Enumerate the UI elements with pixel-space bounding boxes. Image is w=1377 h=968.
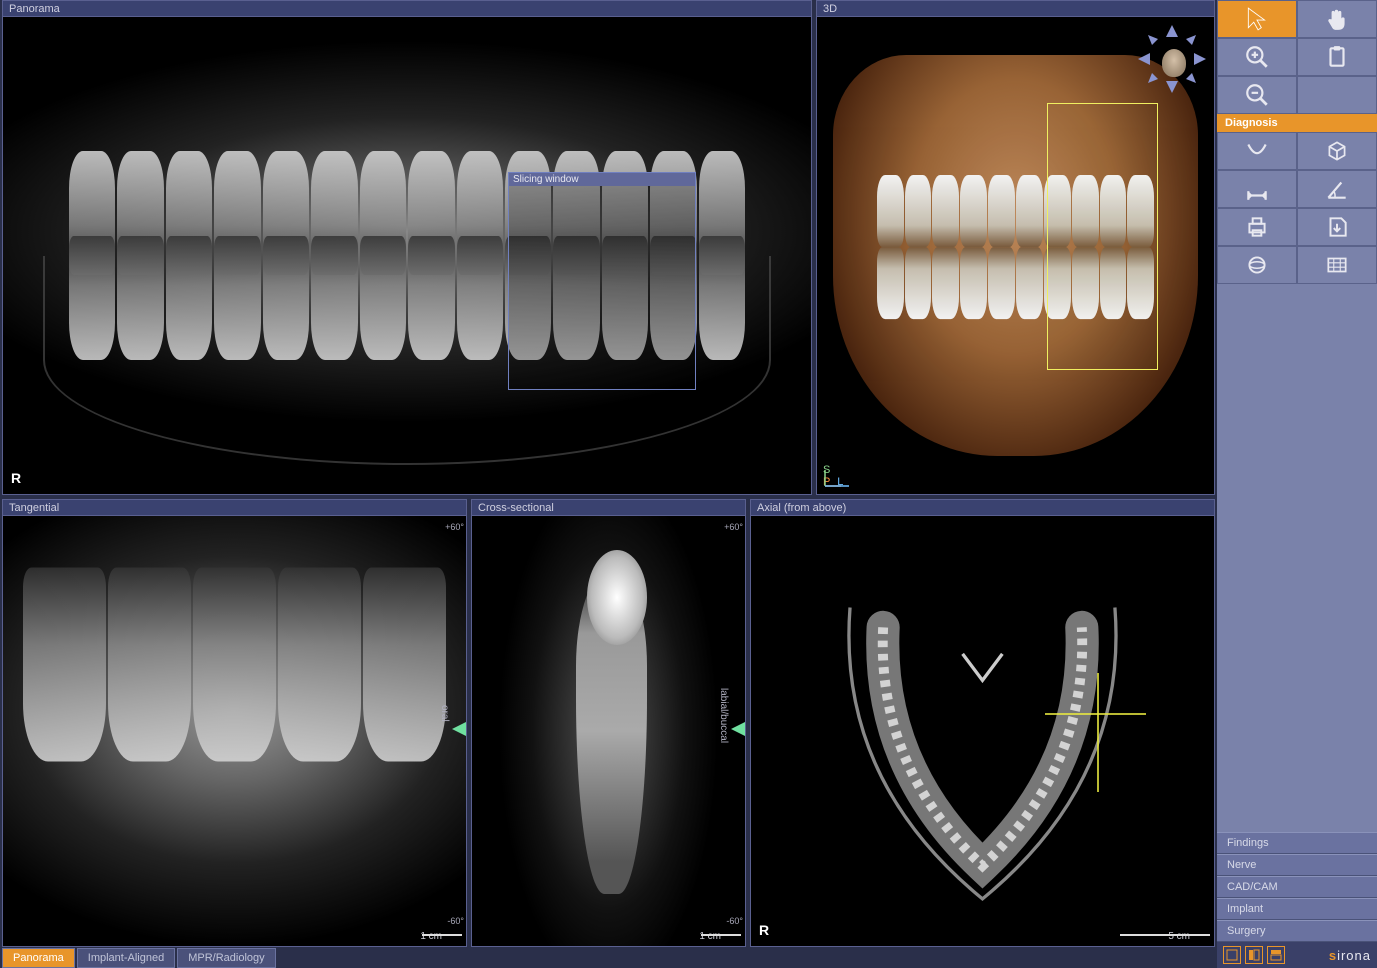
orientation-label-r: R	[11, 470, 21, 486]
cross-tooth	[587, 550, 647, 645]
blank-tool[interactable]	[1297, 76, 1377, 114]
layout-icon	[1270, 949, 1282, 961]
axis-arrows-icon	[821, 468, 851, 490]
cross-header: Cross-sectional	[472, 500, 745, 516]
grid-icon	[1324, 252, 1350, 278]
print-tool[interactable]	[1217, 208, 1297, 246]
orientation-gizmo[interactable]	[1136, 23, 1208, 95]
axial-viewport[interactable]: R 5 cm	[751, 516, 1214, 946]
brand-icon-1[interactable]	[1223, 946, 1241, 964]
panorama-header: Panorama	[3, 1, 811, 17]
tangential-deg-top: +60°	[445, 522, 464, 532]
angle-tool[interactable]	[1297, 170, 1377, 208]
workspace-tabs: Panorama Implant-Aligned MPR/Radiology	[0, 947, 1217, 968]
axial-scale: 5 cm	[1168, 931, 1190, 942]
mode-implant[interactable]: Implant	[1217, 898, 1377, 920]
mode-findings[interactable]: Findings	[1217, 832, 1377, 854]
brand-icon-2[interactable]	[1245, 946, 1263, 964]
3d-viewport[interactable]: S P L	[817, 17, 1214, 494]
pointer-icon	[1244, 6, 1270, 32]
layout-icon	[1248, 949, 1260, 961]
tangential-header: Tangential	[3, 500, 466, 516]
jaw-horseshoe-icon	[788, 581, 1177, 912]
slice-handle-icon[interactable]	[731, 722, 745, 736]
zoom-in-tool[interactable]	[1217, 38, 1297, 76]
tangential-panel: Tangential oral +60° -60° 1 cm	[2, 499, 467, 947]
volume-tool[interactable]	[1217, 246, 1297, 284]
export-icon	[1324, 214, 1350, 240]
box-tool[interactable]	[1297, 132, 1377, 170]
cross-side-label: labial/buccal	[718, 688, 729, 743]
tab-implant-aligned[interactable]: Implant-Aligned	[77, 948, 175, 968]
clipboard-icon	[1324, 44, 1350, 70]
angle-icon	[1324, 176, 1350, 202]
distance-tool[interactable]	[1217, 170, 1297, 208]
mode-nerve[interactable]: Nerve	[1217, 854, 1377, 876]
cross-deg-top: +60°	[724, 522, 743, 532]
box-icon	[1324, 138, 1350, 164]
brand-logo: sirona	[1329, 948, 1371, 963]
panorama-panel: Panorama Slicing window R	[2, 0, 812, 495]
curve-tool[interactable]	[1217, 132, 1297, 170]
cross-deg-bottom: -60°	[726, 916, 743, 926]
volume-icon	[1244, 252, 1270, 278]
3d-header: 3D	[817, 1, 1214, 17]
brand-icon-3[interactable]	[1267, 946, 1285, 964]
layout-icon	[1226, 949, 1238, 961]
cross-scalebar	[701, 934, 741, 936]
slicing-window[interactable]: Slicing window	[508, 172, 696, 390]
cross-scale: 1 cm	[699, 931, 721, 942]
diagnosis-section-label: Diagnosis	[1217, 114, 1377, 132]
tab-panorama[interactable]: Panorama	[2, 948, 75, 968]
tangential-deg-bottom: -60°	[447, 916, 464, 926]
tangential-scale: 1 cm	[420, 931, 442, 942]
axial-crosshair-v[interactable]	[1097, 673, 1099, 792]
axial-scalebar	[1120, 934, 1210, 936]
zoom-out-icon	[1244, 82, 1270, 108]
tangential-viewport[interactable]: oral +60° -60° 1 cm	[3, 516, 466, 946]
slice-handle-icon[interactable]	[452, 722, 466, 736]
axial-orientation-r: R	[759, 922, 769, 938]
export-tool[interactable]	[1297, 208, 1377, 246]
mode-cadcam[interactable]: CAD/CAM	[1217, 876, 1377, 898]
pointer-tool[interactable]	[1217, 0, 1297, 38]
printer-icon	[1244, 214, 1270, 240]
tab-mpr-radiology[interactable]: MPR/Radiology	[177, 948, 275, 968]
axial-image	[788, 581, 1177, 912]
curve-icon	[1244, 138, 1270, 164]
hand-icon	[1324, 6, 1350, 32]
cross-sectional-panel: Cross-sectional labial/buccal +60° -60° …	[471, 499, 746, 947]
mode-surgery[interactable]: Surgery	[1217, 920, 1377, 942]
slicing-window-title: Slicing window	[509, 173, 695, 186]
tool-sidebar: Diagnosis Findings Nerve CAD/CAM Implant…	[1217, 0, 1377, 968]
distance-icon	[1244, 176, 1270, 202]
zoom-out-tool[interactable]	[1217, 76, 1297, 114]
axial-header: Axial (from above)	[751, 500, 1214, 516]
clipboard-tool[interactable]	[1297, 38, 1377, 76]
pan-tool[interactable]	[1297, 0, 1377, 38]
panorama-viewport[interactable]: Slicing window R	[3, 17, 811, 494]
grid-tool[interactable]	[1297, 246, 1377, 284]
axis-indicator: S P L	[823, 464, 843, 488]
tangential-scalebar	[422, 934, 462, 936]
slice-plane-indicator[interactable]	[1047, 103, 1158, 370]
orientation-arrows-icon	[1136, 23, 1208, 95]
axial-panel: Axial (from above) R 5 cm	[750, 499, 1215, 947]
zoom-in-icon	[1244, 44, 1270, 70]
3d-panel: 3D	[816, 0, 1215, 495]
axial-crosshair-h[interactable]	[1045, 713, 1146, 715]
brand-bar: sirona	[1217, 942, 1377, 968]
tangential-side-label: oral	[439, 705, 450, 722]
cross-viewport[interactable]: labial/buccal +60° -60° 1 cm	[472, 516, 745, 946]
